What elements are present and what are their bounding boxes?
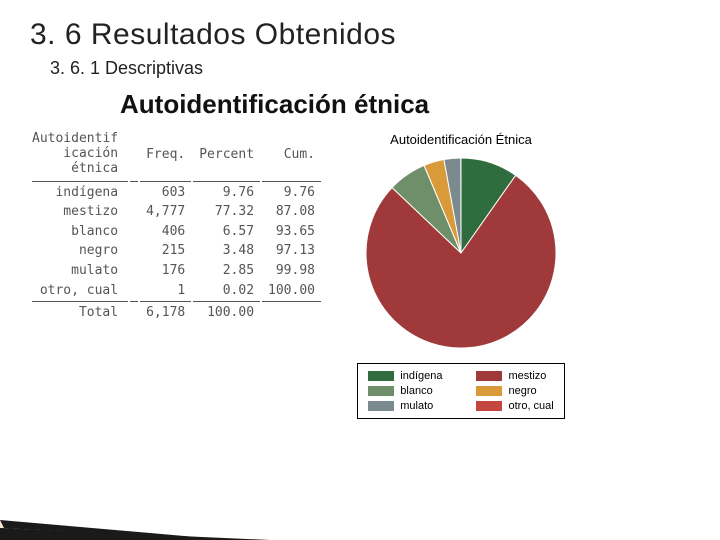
legend-label: negro	[508, 385, 536, 397]
content-row: Autoidentificaciónétnica Freq. Percent C…	[30, 130, 690, 419]
cell-pct: 6.57	[193, 223, 260, 241]
cell-freq: 215	[140, 242, 191, 260]
table-row: otro, cual 10.02100.00	[32, 282, 321, 300]
legend-item: negro	[476, 385, 553, 397]
total-row: Total 6,178 100.00	[32, 304, 321, 322]
cell-cum: 100.00	[262, 282, 321, 300]
cell-freq: 4,777	[140, 203, 191, 221]
legend-swatch	[368, 371, 394, 381]
legend-swatch	[368, 386, 394, 396]
pie-chart-panel: Autoidentificación Étnica indígena mestiz…	[341, 130, 581, 419]
row-label: indígena	[32, 184, 128, 202]
cell-cum: 97.13	[262, 242, 321, 260]
legend-item: mestizo	[476, 370, 553, 382]
cell-freq: 1	[140, 282, 191, 300]
legend-swatch	[476, 371, 502, 381]
legend-label: mestizo	[508, 370, 546, 382]
table-row: negro 2153.4897.13	[32, 242, 321, 260]
cell-freq: 176	[140, 262, 191, 280]
cell-freq: 603	[140, 184, 191, 202]
row-label: blanco	[32, 223, 128, 241]
cell-pct: 0.02	[193, 282, 260, 300]
row-label: otro, cual	[32, 282, 128, 300]
table-row: indígena6039.769.76	[32, 184, 321, 202]
pie-chart-title: Autoidentificación Étnica	[390, 132, 532, 147]
cell-freq: 406	[140, 223, 191, 241]
cell-pct: 9.76	[193, 184, 260, 202]
legend-item: blanco	[368, 385, 442, 397]
table-row: mestizo 4,77777.3287.08	[32, 203, 321, 221]
pie-chart	[341, 153, 581, 353]
section-heading: 3. 6 Resultados Obtenidos	[30, 18, 690, 52]
cell-pct: 2.85	[193, 262, 260, 280]
cell-cum: 87.08	[262, 203, 321, 221]
subsection-heading: 3. 6. 1 Descriptivas	[50, 58, 690, 79]
col-header-cum: Cum.	[262, 132, 321, 179]
cell-cum: 99.98	[262, 262, 321, 280]
corner-decoration	[0, 460, 280, 540]
legend-item: indígena	[368, 370, 442, 382]
cell-cum: 9.76	[262, 184, 321, 202]
legend-label: otro, cual	[508, 400, 553, 412]
legend-swatch	[476, 386, 502, 396]
cell-cum: 93.65	[262, 223, 321, 241]
col-header-pct: Percent	[193, 132, 260, 179]
variable-label: Autoidentificaciónétnica	[32, 132, 128, 179]
legend-label: mulato	[400, 400, 433, 412]
legend-swatch	[476, 401, 502, 411]
row-label: mulato	[32, 262, 128, 280]
cell-pct: 3.48	[193, 242, 260, 260]
legend-swatch	[368, 401, 394, 411]
row-label: negro	[32, 242, 128, 260]
legend-item: mulato	[368, 400, 442, 412]
legend-item: otro, cual	[476, 400, 553, 412]
chart-heading: Autoidentificación étnica	[120, 89, 690, 120]
table-row: blanco 4066.5793.65	[32, 223, 321, 241]
frequency-table: Autoidentificaciónétnica Freq. Percent C…	[30, 130, 323, 324]
table-row: mulato 1762.8599.98	[32, 262, 321, 280]
slide: 3. 6 Resultados Obtenidos 3. 6. 1 Descri…	[0, 0, 720, 540]
table-body: indígena6039.769.76mestizo4,77777.3287.0…	[32, 184, 321, 299]
legend-label: blanco	[400, 385, 432, 397]
legend: indígena mestizo blanco negro mulato otro, cu…	[357, 363, 564, 419]
legend-label: indígena	[400, 370, 442, 382]
col-header-freq: Freq.	[140, 132, 191, 179]
cell-pct: 77.32	[193, 203, 260, 221]
row-label: mestizo	[32, 203, 128, 221]
